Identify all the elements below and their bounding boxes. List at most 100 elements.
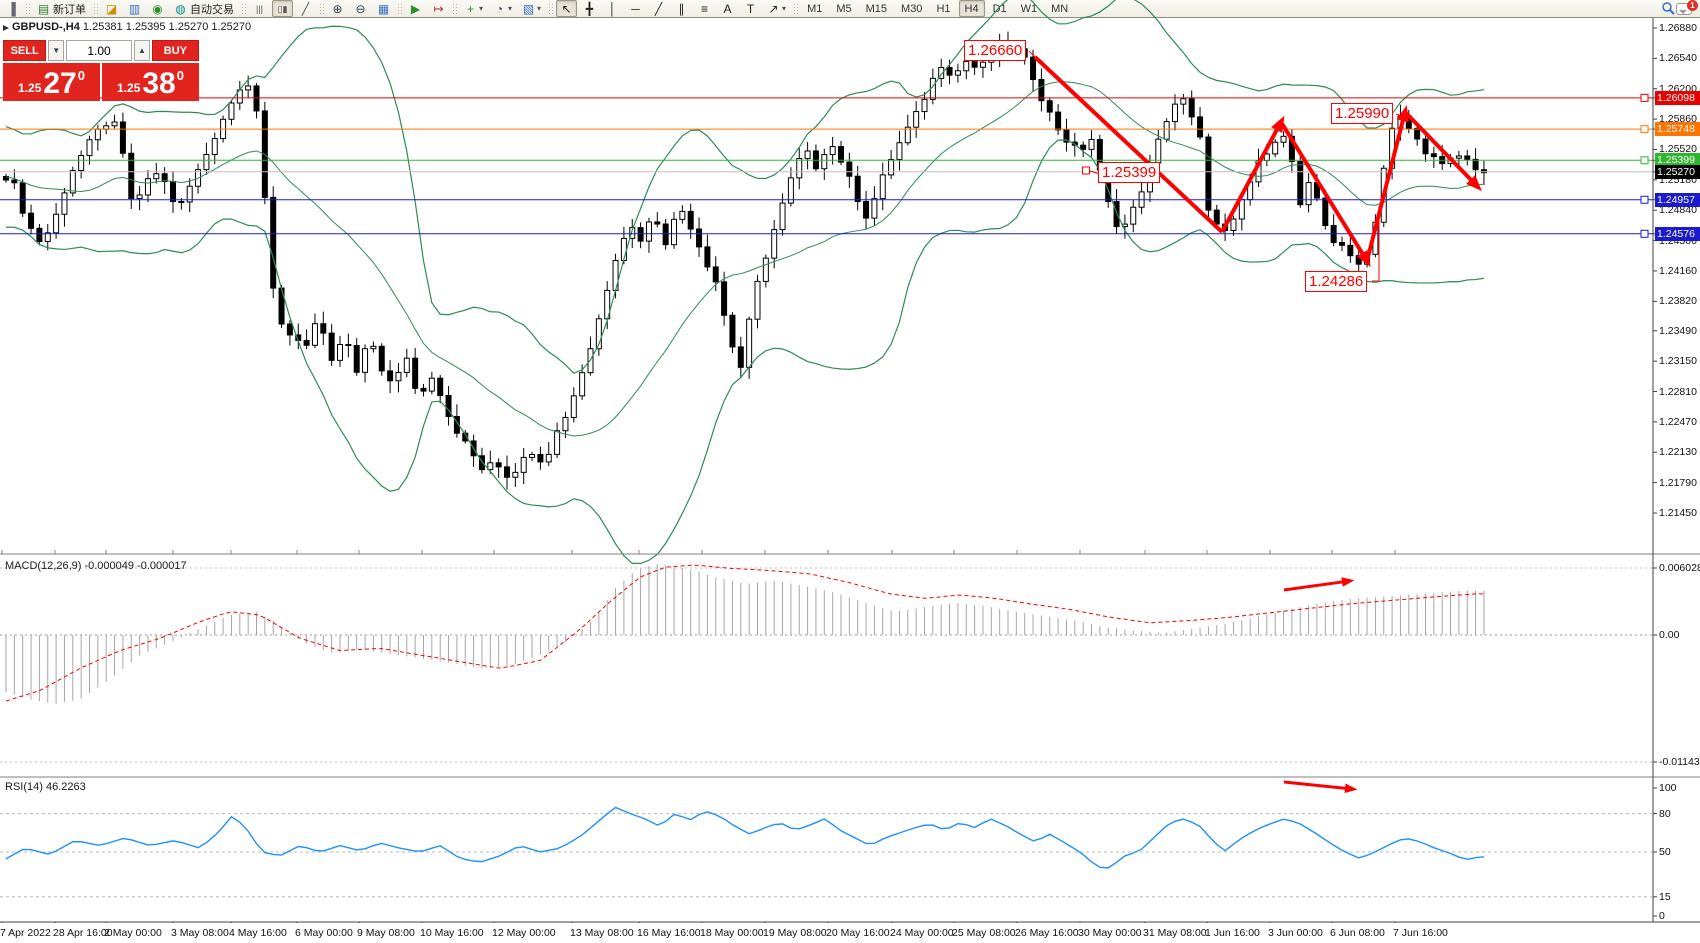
toolbar-separator	[397, 2, 402, 15]
time-tick-label: 20 May 16:00	[826, 927, 890, 939]
timeframe-m5-button[interactable]: M5	[836, 2, 852, 15]
search-icon[interactable]	[1660, 1, 1676, 16]
price-tick-label: 50	[1659, 846, 1671, 858]
time-tick-label: 1 Jun 16:00	[1205, 927, 1260, 939]
bar-chart-icon: |||	[255, 3, 263, 14]
sell-button[interactable]: SELL	[3, 40, 47, 61]
toolbar-separator	[25, 2, 30, 15]
candle-chart-button[interactable]: ▯▮	[272, 0, 293, 17]
vertical-line-button[interactable]: │	[602, 0, 623, 17]
timeframe-m1-button[interactable]: M1	[807, 2, 823, 15]
zoom-out-button[interactable]: ⊖	[350, 0, 371, 17]
bar-chart-button[interactable]: |||	[249, 0, 270, 17]
price-tag: 1.24576	[1655, 226, 1700, 241]
toolbar: ▐ ▤ 新订单 ◪ ▥ ◉ ◍ 自动交易 ||| ▯▮ ╱ ⊕ ⊖ ▦ ▶ ↦ + ▾ ◔ ▾ ▧ ▾ ↖ ╋ │ ─ ╱ ∥ ≡ A T ↗…	[0, 0, 1700, 18]
trendline-button[interactable]: ╱	[648, 0, 669, 17]
navigator-icon: ◉	[152, 1, 163, 16]
crosshair-button[interactable]: ╋	[579, 0, 600, 17]
new-chart-button[interactable]: + ▾	[460, 0, 487, 17]
cursor-button[interactable]: ↖	[556, 0, 578, 17]
new-order-button-label: 新订单	[53, 3, 86, 16]
line-chart-button[interactable]: ╱	[295, 0, 316, 17]
sell-price-big: 27	[43, 67, 77, 100]
horizontal-line-button[interactable]: ─	[625, 0, 646, 17]
chart-icon	[3, 25, 9, 31]
price-tick-label: 1.26880	[1659, 22, 1697, 34]
autotrade-button-label: 自动交易	[190, 3, 234, 16]
volume-increase-button[interactable]: ▲	[134, 40, 150, 61]
price-tick-label: 80	[1659, 807, 1671, 820]
price-tick-label: 0.00	[1659, 629, 1680, 641]
window-icon[interactable]: ▐	[1, 0, 22, 17]
sell-price-display[interactable]: 1.25 27 0	[3, 63, 100, 101]
data-window-icon: ▥	[128, 1, 141, 16]
auto-scroll-icon: ▶	[410, 1, 421, 16]
volume-input[interactable]	[66, 40, 133, 61]
chat-notification-icon[interactable]: 1	[1676, 0, 1698, 16]
navigator-button[interactable]: ◉	[147, 0, 168, 17]
arrows-button[interactable]: ↗ ▾	[763, 0, 790, 17]
buy-price-display[interactable]: 1.25 38 0	[102, 63, 199, 101]
notification-badge: 1	[1687, 0, 1698, 11]
volume-decrease-button[interactable]: ▼	[48, 40, 65, 61]
time-tick-label: 2 May 00:00	[104, 927, 162, 939]
time-tick-label: 7 Apr 2022	[0, 927, 51, 939]
time-tick-label: 13 May 08:00	[570, 927, 634, 939]
price-tag: 1.25399	[1655, 153, 1700, 168]
timeframe-h4-button[interactable]: H4	[958, 0, 985, 17]
text-button[interactable]: A	[717, 0, 738, 17]
time-axis[interactable]: 7 Apr 2022 28 Apr 16:00 2 May 00:00 3 May 0…	[0, 923, 1700, 943]
market-watch-button[interactable]: ◪	[101, 0, 122, 17]
annotation-label[interactable]: 1.26660	[964, 40, 1027, 61]
price-tag: 1.25270	[1655, 164, 1700, 179]
price-tick-label: 1.25520	[1659, 143, 1697, 156]
data-window-button[interactable]: ▥	[124, 0, 145, 17]
autotrade-icon: ◍	[175, 1, 186, 16]
vertical-line-icon: │	[608, 1, 617, 16]
timeframe-w1-button[interactable]: W1	[1020, 2, 1038, 15]
timeframe-d1-button[interactable]: D1	[992, 2, 1007, 15]
time-tick-label: 18 May 00:00	[700, 927, 764, 939]
chevron-down-icon: ▾	[782, 4, 787, 13]
timeframe-mn-button[interactable]: MN	[1051, 2, 1069, 15]
templates-button[interactable]: ▧ ▾	[518, 0, 545, 17]
buy-button[interactable]: BUY	[151, 40, 200, 61]
time-tick-label: 19 May 08:00	[763, 927, 827, 939]
time-tick-label: 7 Jun 16:00	[1393, 927, 1448, 939]
cursor-icon: ↖	[561, 1, 572, 16]
new-order-button[interactable]: ▤ 新订单	[33, 0, 90, 17]
auto-scroll-button[interactable]: ▶	[405, 0, 426, 17]
price-tick-label: 1.22470	[1659, 415, 1697, 428]
toolbar-separator	[793, 2, 799, 15]
chevron-down-icon: ▾	[479, 4, 484, 13]
chart-title: GBPUSD-,H4 1.25381 1.25395 1.25270 1.252…	[12, 21, 251, 33]
time-tick-label: 24 May 00:00	[890, 927, 954, 939]
zoom-in-button[interactable]: ⊕	[327, 0, 348, 17]
annotation-label[interactable]: 1.25399	[1098, 162, 1161, 183]
timeframe-m30-button[interactable]: M30	[901, 2, 923, 15]
trendline-icon: ╱	[654, 1, 663, 16]
equidistant-channel-button[interactable]: ∥	[671, 0, 692, 17]
sell-price-prefix: 1.25	[18, 81, 42, 95]
time-tick-label: 9 May 08:00	[357, 927, 415, 939]
text-label-button[interactable]: T	[740, 0, 761, 17]
timeframe-m15-button[interactable]: M15	[865, 2, 888, 15]
time-tick-label: 30 May 00:00	[1078, 927, 1142, 939]
time-tick-label: 25 May 08:00	[952, 927, 1016, 939]
fibonacci-button[interactable]: ≡	[694, 0, 715, 17]
timeframe-h1-button[interactable]: H1	[936, 2, 951, 15]
annotation-label[interactable]: 1.24286	[1305, 271, 1368, 292]
chart-shift-button[interactable]: ↦	[428, 0, 449, 17]
annotation-label[interactable]: 1.25990	[1331, 103, 1394, 124]
price-axis[interactable]: 1.26880 1.26540 1.26200 1.25860 1.25520 1.251…	[1654, 18, 1700, 922]
one-click-trading-panel: SELL ▼ ▲ BUY 1.25 27 0 1.25 38 0	[3, 40, 200, 101]
autotrade-button[interactable]: ◍ 自动交易	[170, 0, 238, 17]
tile-windows-button[interactable]: ▦	[373, 0, 394, 17]
toolbar-separator	[93, 2, 98, 15]
text-label-icon: T	[746, 1, 755, 16]
price-tick-label: 1.22130	[1659, 446, 1697, 459]
periods-button[interactable]: ◔ ▾	[489, 0, 516, 17]
